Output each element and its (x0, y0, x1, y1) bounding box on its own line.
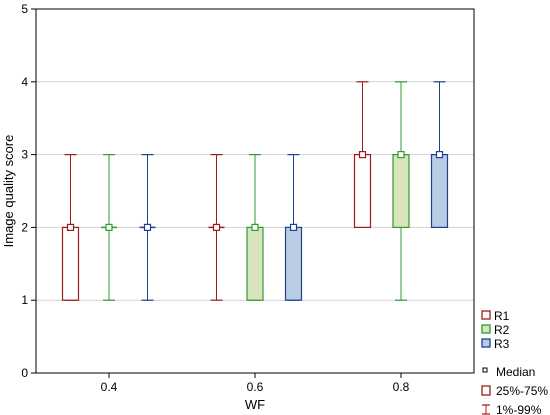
box-25-75 (353, 154, 372, 229)
box-25-75 (392, 154, 410, 229)
legend-swatch-R3 (481, 338, 491, 348)
legend-whisker-marker (482, 404, 490, 415)
y-tick-label: 3 (21, 148, 28, 162)
legend-label-R2: R2 (494, 323, 510, 337)
median-marker (105, 223, 113, 231)
box-R2-0.4 (101, 154, 117, 301)
x-tick-label: 0.6 (247, 380, 264, 394)
legend-label-box: 25%-75% (496, 384, 548, 398)
median-marker (289, 223, 298, 231)
median-marker (212, 223, 221, 231)
median-marker (143, 223, 152, 231)
plot-boxes (61, 81, 449, 301)
legend-median-marker (482, 367, 488, 373)
median-marker (251, 223, 259, 231)
x-axis: 0.4 0.6 0.8 (101, 373, 410, 394)
legend-swatch-R1 (481, 310, 491, 320)
legend-box-marker (481, 385, 491, 396)
y-tick-label: 1 (21, 293, 28, 307)
legend-label-R1: R1 (494, 309, 510, 323)
box-25-75 (61, 226, 80, 301)
legend-label-R3: R3 (494, 337, 510, 351)
box-R3-0.6 (284, 154, 303, 301)
box-R2-0.8 (392, 81, 410, 301)
x-axis-label: WF (245, 397, 265, 412)
box-R1-0.8 (353, 81, 372, 229)
median-marker (358, 151, 367, 159)
y-tick-label: 0 (21, 366, 28, 380)
box-R3-0.4 (139, 154, 156, 301)
median-marker (66, 223, 75, 231)
box-R1-0.6 (208, 154, 225, 301)
median-marker (397, 151, 405, 159)
x-tick-label: 0.4 (101, 380, 118, 394)
box-R3-0.8 (430, 81, 449, 229)
box-R2-0.6 (246, 154, 264, 301)
x-tick-label: 0.8 (393, 380, 410, 394)
median-marker (435, 151, 444, 159)
box-25-75 (284, 226, 303, 301)
box-R1-0.4 (61, 154, 80, 301)
y-tick-label: 2 (21, 220, 28, 234)
y-tick-label: 4 (21, 75, 28, 89)
y-axis-label: Image quality score (1, 135, 16, 248)
y-axis: 0 1 2 3 4 5 (21, 2, 36, 380)
box-25-75 (246, 226, 264, 301)
legend-swatch-R2 (481, 324, 491, 334)
legend-label-median: Median (496, 365, 535, 379)
box-25-75 (430, 154, 449, 229)
y-tick-label: 5 (21, 2, 28, 16)
legend-label-whisker: 1%-99% (496, 403, 542, 415)
